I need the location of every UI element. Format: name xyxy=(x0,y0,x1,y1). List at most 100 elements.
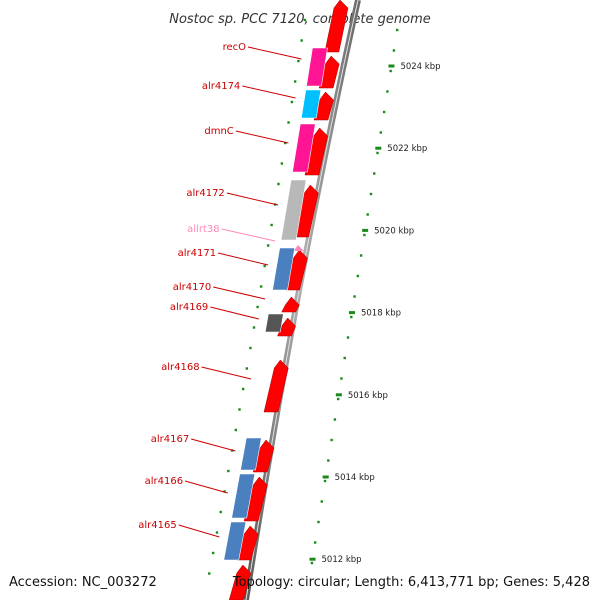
scale-minor-dot xyxy=(359,254,363,257)
scale-minor-dot xyxy=(314,541,317,544)
genome-backbone xyxy=(243,0,361,600)
inner-track-dot xyxy=(277,182,280,186)
scale-minor-dot xyxy=(330,438,333,442)
scale-tick-mark xyxy=(309,557,316,561)
inner-track-dot xyxy=(300,39,303,42)
gene-leader-line xyxy=(221,228,276,242)
gene-leader-line xyxy=(178,524,220,538)
scale-tick-label: 5024 kbp xyxy=(400,62,440,72)
scale-minor-dot xyxy=(320,500,323,503)
gene-label: allrt38 xyxy=(187,224,219,235)
forward-gene-arrow xyxy=(324,0,349,53)
inner-track-dot xyxy=(303,18,307,22)
scale-minor-dot xyxy=(336,397,340,401)
gene-label: recO xyxy=(223,42,247,53)
gene-labels: recO alr4174 dmnC alr4172 allrt38 alr4171 alr4… xyxy=(138,42,302,538)
inner-track-dot xyxy=(249,346,252,350)
gene-label: alr4168 xyxy=(161,362,199,373)
inner-track-dot xyxy=(263,264,266,268)
scale-minor-dot xyxy=(356,274,360,278)
inner-track-dot xyxy=(215,531,219,534)
inner-track-dot xyxy=(287,121,290,124)
map-title: Nostoc sp. PCC 7120, complete genome xyxy=(169,12,431,27)
scale-tick-label: 5018 kbp xyxy=(361,309,401,319)
scale-minor-dot xyxy=(333,418,337,421)
cog-block xyxy=(240,437,262,471)
inner-track-dot xyxy=(245,367,249,370)
scale-minor-dot xyxy=(323,479,327,483)
forward-gene-arrow xyxy=(228,564,252,600)
forward-gene-arrow xyxy=(263,359,289,413)
scale-minor-dot xyxy=(373,172,376,175)
gene-leader-line xyxy=(210,306,259,320)
scale-tick-label: 5020 kbp xyxy=(374,226,414,236)
scale-minor-dot xyxy=(386,90,389,93)
inner-track-dot xyxy=(219,510,222,514)
cog-block xyxy=(264,313,284,333)
forward-strand-genes xyxy=(228,0,349,600)
inner-track-dot xyxy=(211,551,215,555)
inner-track-dot xyxy=(259,285,263,288)
gene-leader-line xyxy=(201,366,252,380)
inner-track-dot xyxy=(252,326,256,329)
inner-track-dot xyxy=(227,469,230,473)
scale-minor-dot xyxy=(310,561,314,565)
cog-block xyxy=(280,179,307,241)
gene-leader-line xyxy=(191,438,236,452)
rna-marker xyxy=(293,245,304,251)
inner-track-dot xyxy=(284,141,287,145)
cog-block xyxy=(300,89,322,119)
gene-label: alr4171 xyxy=(178,248,216,259)
gene-label: alr4165 xyxy=(138,520,176,531)
gene-leader-line xyxy=(226,192,279,206)
accession-text: Accession: NC_003272 xyxy=(9,575,157,590)
cog-block xyxy=(223,521,247,561)
inner-track-dot xyxy=(297,59,300,63)
inner-track-dot xyxy=(223,490,226,493)
scale-tick-label: 5022 kbp xyxy=(387,144,427,154)
scale-tick-label: 5016 kbp xyxy=(348,391,388,401)
scale-minor-dot xyxy=(346,336,350,339)
gene-leader-line xyxy=(184,480,228,494)
scale-tick-mark xyxy=(388,64,395,68)
inner-track-dot xyxy=(241,387,245,391)
inner-track-dot xyxy=(256,305,259,309)
scale-minor-dot xyxy=(353,295,356,298)
scale-minor-dot xyxy=(392,49,396,52)
inner-track-dot xyxy=(208,572,211,575)
cog-block xyxy=(306,47,328,87)
scale-minor-dot xyxy=(343,356,346,360)
cog-block xyxy=(272,247,296,291)
scale-minor-dot xyxy=(317,520,320,524)
scale-minor-dot xyxy=(389,69,392,73)
scale-minor-dot xyxy=(340,377,343,380)
scale-tick-label: 5012 kbp xyxy=(322,555,362,565)
scale-minor-dot xyxy=(363,233,366,237)
gene-leader-line xyxy=(247,46,302,60)
tick-dots xyxy=(208,18,399,575)
gene-label: alr4166 xyxy=(145,476,183,487)
gene-label: dmnC xyxy=(204,126,233,137)
inner-track-dot xyxy=(266,244,270,247)
scale-minor-dot xyxy=(350,315,353,319)
gene-leader-line xyxy=(213,286,266,300)
genome-summary-text: Topology: circular; Length: 6,413,771 bp… xyxy=(232,575,590,590)
scale-minor-dot xyxy=(382,110,386,114)
scale-minor-dot xyxy=(379,131,382,134)
gene-label: alr4169 xyxy=(170,302,208,313)
scale-minor-dot xyxy=(376,151,379,155)
gene-label: alr4170 xyxy=(173,282,211,293)
scale-ticks: 5024 kbp 5022 kbp 5020 kbp 5018 kbp 5016 kbp… xyxy=(309,62,441,565)
gene-label: alr4174 xyxy=(202,81,240,92)
inner-track-dot xyxy=(280,162,284,165)
gene-leader-line xyxy=(242,85,296,99)
cog-block xyxy=(231,473,256,519)
scale-minor-dot xyxy=(327,459,330,462)
gene-label: alr4167 xyxy=(151,434,189,445)
inner-track-dot xyxy=(293,80,297,83)
inner-track-dot xyxy=(290,100,294,104)
scale-tick-mark xyxy=(335,393,342,397)
scale-minor-dot xyxy=(369,192,373,196)
